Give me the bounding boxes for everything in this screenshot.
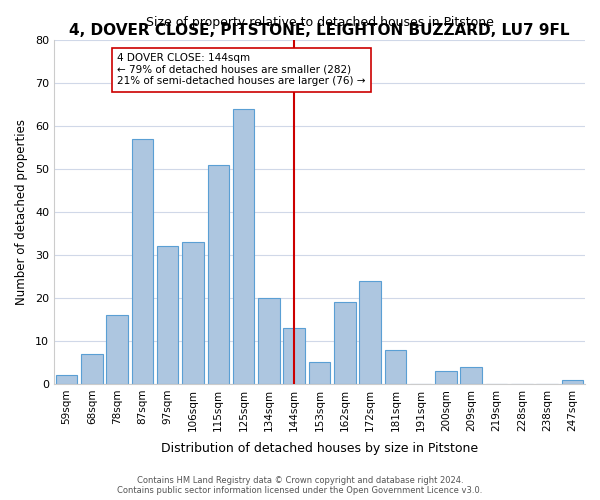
Text: Size of property relative to detached houses in Pitstone: Size of property relative to detached ho… <box>146 16 493 30</box>
Title: 4, DOVER CLOSE, PITSTONE, LEIGHTON BUZZARD, LU7 9FL: 4, DOVER CLOSE, PITSTONE, LEIGHTON BUZZA… <box>69 23 570 38</box>
Bar <box>182 242 204 384</box>
Bar <box>233 109 254 384</box>
Y-axis label: Number of detached properties: Number of detached properties <box>15 119 28 305</box>
Bar <box>359 281 381 384</box>
Bar <box>460 366 482 384</box>
Bar <box>56 376 77 384</box>
Text: Contains HM Land Registry data © Crown copyright and database right 2024.
Contai: Contains HM Land Registry data © Crown c… <box>118 476 482 495</box>
Bar <box>131 139 153 384</box>
Bar <box>334 302 356 384</box>
Bar <box>106 315 128 384</box>
Bar <box>283 328 305 384</box>
Bar <box>562 380 583 384</box>
Text: 4 DOVER CLOSE: 144sqm
← 79% of detached houses are smaller (282)
21% of semi-det: 4 DOVER CLOSE: 144sqm ← 79% of detached … <box>117 53 365 86</box>
Bar <box>435 371 457 384</box>
Bar <box>208 165 229 384</box>
Bar <box>258 298 280 384</box>
Bar <box>309 362 330 384</box>
Bar <box>81 354 103 384</box>
X-axis label: Distribution of detached houses by size in Pitstone: Distribution of detached houses by size … <box>161 442 478 455</box>
Bar <box>385 350 406 384</box>
Bar <box>157 246 178 384</box>
